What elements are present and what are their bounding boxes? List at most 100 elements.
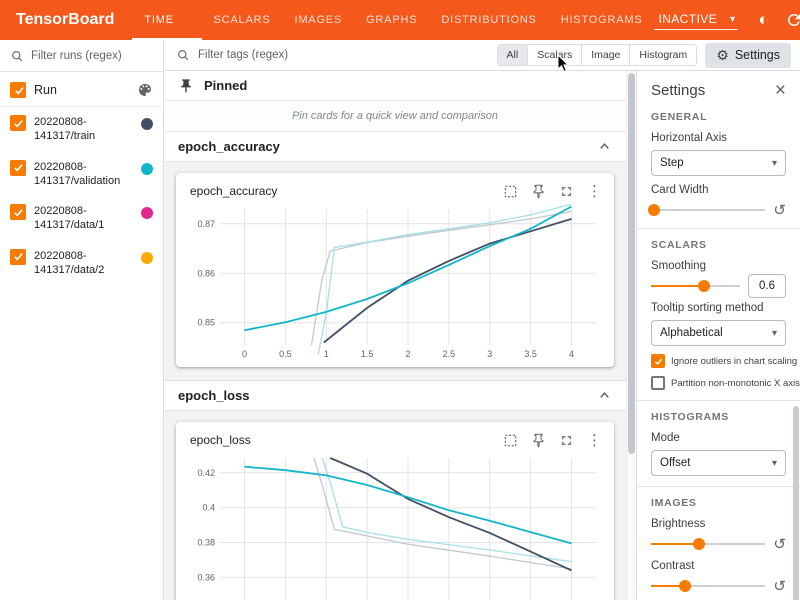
section-title: epoch_accuracy — [178, 139, 280, 154]
fullscreen-icon[interactable] — [559, 184, 574, 199]
pin-icon[interactable] — [531, 184, 546, 199]
data-status-dropdown[interactable]: INACTIVE ▾ — [654, 10, 738, 30]
chevron-up-icon[interactable] — [597, 139, 612, 154]
pinned-header: Pinned — [164, 71, 626, 101]
run-row[interactable]: 20220808-141317/validation — [0, 152, 163, 197]
check-icon — [12, 206, 25, 219]
gear-icon: ⚙ — [716, 48, 729, 62]
tab-graphs[interactable]: GRAPHS — [354, 0, 429, 40]
tab-scalars[interactable]: SCALARS — [202, 0, 283, 40]
svg-text:3.5: 3.5 — [524, 349, 537, 359]
partition-x-axis-checkbox[interactable] — [651, 376, 665, 390]
chip-all[interactable]: All — [498, 45, 528, 65]
cards-area: Pinned Pin cards for a quick view and co… — [164, 71, 626, 600]
tooltip-sorting-label: Tooltip sorting method — [651, 301, 786, 315]
contrast-slider[interactable] — [651, 580, 765, 592]
check-icon — [12, 117, 25, 130]
top-app-bar: TensorBoard TIME SERIESSCALARSIMAGESGRAP… — [0, 0, 800, 40]
fullscreen-icon[interactable] — [559, 433, 574, 448]
runs-header-row: Run — [0, 72, 163, 107]
chip-scalars[interactable]: Scalars — [527, 45, 581, 65]
horizontal-axis-select[interactable]: Step ▾ — [651, 150, 786, 176]
run-checkbox[interactable] — [10, 115, 26, 131]
settings-scrollbar-thumb[interactable] — [793, 406, 799, 600]
tooltip-sorting-select[interactable]: Alphabetical ▾ — [651, 320, 786, 346]
chevron-up-icon[interactable] — [597, 388, 612, 403]
chevron-down-icon: ▾ — [772, 328, 777, 339]
chip-image[interactable]: Image — [581, 45, 629, 65]
palette-icon[interactable] — [137, 82, 153, 98]
brightness-slider[interactable] — [651, 538, 765, 550]
card-title: epoch_loss — [190, 433, 251, 447]
reset-icon[interactable]: ↺ — [773, 203, 786, 218]
svg-text:2: 2 — [405, 349, 410, 359]
chip-histogram[interactable]: Histogram — [629, 45, 696, 65]
fit-to-domain-icon[interactable] — [503, 184, 518, 199]
images-section-label: IMAGES — [651, 497, 786, 510]
card-header: epoch_accuracy ⋮ — [184, 179, 606, 203]
status-label: INACTIVE — [658, 12, 717, 26]
run-checkbox[interactable] — [10, 160, 26, 176]
select-all-runs-checkbox[interactable] — [10, 82, 26, 98]
settings-button[interactable]: ⚙ Settings — [705, 43, 791, 68]
section-header-epoch-accuracy[interactable]: epoch_accuracy — [164, 132, 626, 162]
body: Filter runs (regex) Run 20220808-141317/… — [0, 40, 800, 600]
filter-runs-input[interactable]: Filter runs (regex) — [0, 40, 163, 72]
topbar-actions: INACTIVE ▾ ◐ ⚙ ? — [654, 0, 800, 40]
close-icon[interactable]: × — [775, 81, 786, 100]
tab-distributions[interactable]: DISTRIBUTIONS — [429, 0, 548, 40]
histogram-mode-value: Offset — [660, 457, 690, 469]
line-chart-epoch-accuracy[interactable]: 00.511.522.533.540.850.860.87 — [184, 203, 606, 361]
run-label: 20220808-141317/data/2 — [34, 249, 133, 278]
svg-text:0.4: 0.4 — [202, 503, 215, 513]
run-row[interactable]: 20220808-141317/train — [0, 107, 163, 152]
pin-icon[interactable] — [531, 433, 546, 448]
search-icon — [176, 48, 190, 62]
svg-text:0.38: 0.38 — [197, 538, 215, 548]
run-color-dot — [141, 252, 153, 264]
tab-images[interactable]: IMAGES — [282, 0, 354, 40]
histogram-mode-select[interactable]: Offset ▾ — [651, 450, 786, 476]
smoothing-label: Smoothing — [651, 259, 786, 273]
partition-x-axis-row: Partition non-monotonic X axis — [651, 376, 786, 390]
run-checkbox[interactable] — [10, 249, 26, 265]
card-title: epoch_accuracy — [190, 184, 277, 198]
theme-toggle-icon[interactable]: ◐ — [753, 10, 773, 30]
ignore-outliers-checkbox[interactable] — [651, 354, 665, 368]
svg-text:0.42: 0.42 — [197, 468, 215, 478]
tab-time-series[interactable]: TIME SERIES — [132, 0, 201, 40]
card-width-slider[interactable] — [651, 204, 765, 216]
run-row[interactable]: 20220808-141317/data/2 — [0, 241, 163, 286]
reset-icon[interactable]: ↺ — [773, 537, 786, 552]
run-color-dot — [141, 118, 153, 130]
tab-histograms[interactable]: HISTOGRAMS — [549, 0, 655, 40]
runs-list: 20220808-141317/train 20220808-141317/val… — [0, 107, 163, 285]
card-actions: ⋮ — [503, 433, 602, 448]
smoothing-slider[interactable] — [651, 280, 740, 292]
svg-text:1.5: 1.5 — [361, 349, 374, 359]
refresh-icon[interactable] — [784, 11, 800, 29]
scrollbar-thumb[interactable] — [628, 73, 635, 454]
brightness-row: ↺ — [651, 536, 786, 552]
content-scrollbar[interactable] — [626, 71, 636, 600]
fit-to-domain-icon[interactable] — [503, 433, 518, 448]
line-chart-epoch-loss[interactable]: 00.511.522.533.540.420.40.380.36 — [184, 452, 606, 600]
run-row[interactable]: 20220808-141317/data/1 — [0, 196, 163, 241]
run-checkbox[interactable] — [10, 204, 26, 220]
brightness-label: Brightness — [651, 517, 786, 531]
chart-svg: 00.511.522.533.540.420.40.380.36 — [184, 452, 606, 600]
run-label: 20220808-141317/train — [34, 115, 133, 144]
reset-icon[interactable]: ↺ — [773, 579, 786, 594]
svg-text:4: 4 — [569, 349, 574, 359]
contrast-row: ↺ — [651, 578, 786, 594]
more-options-icon[interactable]: ⋮ — [587, 184, 602, 199]
settings-button-label: Settings — [735, 48, 780, 62]
filter-tags-input[interactable]: Filter tags (regex) — [198, 49, 489, 61]
run-color-dot — [141, 207, 153, 219]
more-options-icon[interactable]: ⋮ — [587, 433, 602, 448]
histogram-mode-label: Mode — [651, 431, 786, 445]
content-row: Pinned Pin cards for a quick view and co… — [164, 71, 800, 600]
smoothing-value-input[interactable]: 0.6 — [748, 274, 786, 298]
section-header-epoch-loss[interactable]: epoch_loss — [164, 381, 626, 411]
scalars-section-label: SCALARS — [651, 239, 786, 252]
